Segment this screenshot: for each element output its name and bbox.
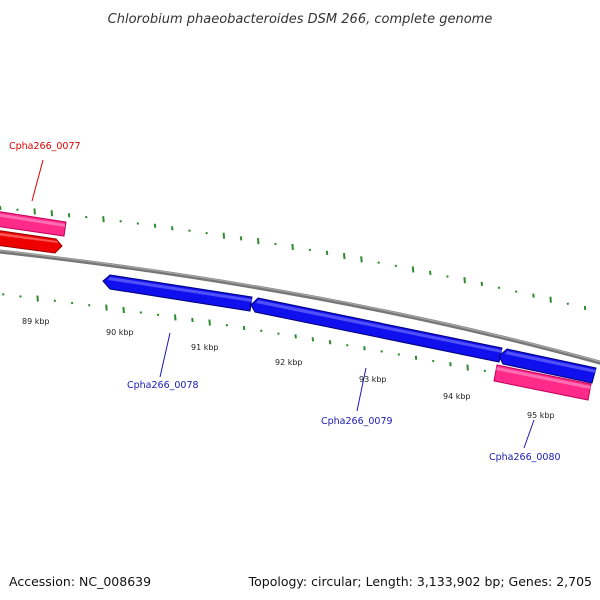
gc-tick	[242, 325, 246, 331]
gc-tick	[291, 243, 294, 250]
gc-tick	[0, 205, 2, 211]
gc-tick	[466, 364, 469, 371]
gc-tick	[380, 350, 383, 353]
gc-tick	[325, 250, 329, 256]
gc-tick	[583, 305, 587, 311]
gc-tick	[70, 301, 74, 305]
gc-tick	[294, 334, 297, 339]
gc-tick	[36, 295, 39, 302]
gc-tick	[346, 344, 349, 347]
gc-tick	[53, 299, 57, 303]
gc-tick	[153, 223, 157, 228]
gc-tick	[483, 369, 487, 373]
gc-tick	[414, 355, 418, 360]
label-leader-0080	[523, 419, 535, 449]
gc-tick	[102, 216, 105, 223]
gc-tick	[363, 346, 366, 351]
reverse-cds-arrow-0079	[250, 297, 503, 363]
gc-tick	[85, 215, 88, 219]
gc-tick	[549, 296, 552, 303]
scale-label-95kbp: 95 kbp	[527, 411, 555, 420]
gc-tick	[515, 290, 518, 293]
gc-tick	[136, 222, 140, 225]
genome-summary-text: Topology: circular; Length: 3,133,902 bp…	[248, 574, 592, 589]
gc-tick	[308, 248, 312, 252]
label-leader-0079	[356, 367, 367, 412]
gc-tick	[497, 286, 501, 289]
gc-tick	[446, 275, 449, 278]
map-title: Chlorobium phaeobacteroides DSM 266, com…	[108, 12, 493, 27]
gc-tick	[171, 226, 174, 231]
label-leader-0077	[31, 159, 44, 202]
gene-label-cpha266-0077: Cpha266_0077	[9, 141, 81, 152]
reverse-cds-arrow-0080	[498, 348, 597, 384]
gc-tick	[239, 236, 243, 241]
gc-tick	[566, 302, 570, 306]
gc-tick	[274, 242, 277, 246]
scale-label-89kbp: 89 kbp	[22, 317, 50, 326]
gc-tick	[156, 313, 160, 317]
gc-tick	[191, 317, 194, 323]
gc-tick	[277, 332, 280, 335]
gc-tick	[429, 270, 432, 276]
gc-tick	[225, 324, 229, 327]
gc-tick	[311, 337, 315, 342]
gc-tick	[360, 256, 363, 263]
label-leader-0078	[159, 332, 171, 378]
gc-tick	[105, 304, 108, 311]
gc-tick	[480, 281, 484, 287]
gc-tick	[532, 293, 535, 298]
gc-tick	[139, 311, 143, 314]
gene-label-cpha266-0078: Cpha266_0078	[127, 380, 199, 391]
gc-tick	[122, 306, 125, 314]
gene-label-cpha266-0079: Cpha266_0079	[321, 416, 393, 427]
gc-tick	[50, 210, 54, 217]
gc-tick	[19, 295, 22, 298]
gc-tick	[119, 220, 122, 223]
scale-label-91kbp: 91 kbp	[191, 343, 219, 352]
forward-gene-feature	[0, 211, 67, 237]
gc-tick	[449, 362, 452, 367]
scale-label-94kbp: 94 kbp	[443, 392, 471, 401]
gc-tick	[394, 264, 398, 268]
gc-tick	[16, 208, 19, 211]
gc-tick	[88, 304, 91, 307]
gc-tick	[343, 253, 346, 260]
scale-label-93kbp: 93 kbp	[359, 375, 387, 384]
gc-tick	[377, 261, 380, 264]
genome-backbone	[0, 249, 600, 365]
forward-gene-feature-0080	[493, 364, 592, 401]
gc-tick	[188, 229, 191, 232]
gc-tick	[257, 238, 260, 245]
scale-label-90kbp: 90 kbp	[106, 328, 134, 337]
gene-label-cpha266-0080: Cpha266_0080	[489, 452, 561, 463]
gc-tick	[2, 293, 5, 296]
gc-tick	[260, 329, 263, 333]
accession-text: Accession: NC_008639	[9, 574, 151, 589]
gc-tick	[328, 340, 332, 345]
gc-tick	[411, 266, 415, 273]
gc-tick	[222, 232, 226, 239]
gc-tick	[208, 319, 211, 326]
gc-tick	[174, 314, 177, 321]
gc-skew-outer-track	[0, 205, 587, 311]
gc-tick	[432, 359, 435, 363]
scale-label-92kbp: 92 kbp	[275, 358, 303, 367]
gc-tick	[205, 231, 208, 235]
forward-cds-arrow	[0, 230, 63, 254]
gc-tick	[463, 277, 466, 284]
gc-tick	[67, 213, 71, 218]
reverse-cds-arrow-0078	[102, 274, 253, 312]
gc-tick	[33, 208, 36, 215]
gc-tick	[397, 353, 401, 356]
